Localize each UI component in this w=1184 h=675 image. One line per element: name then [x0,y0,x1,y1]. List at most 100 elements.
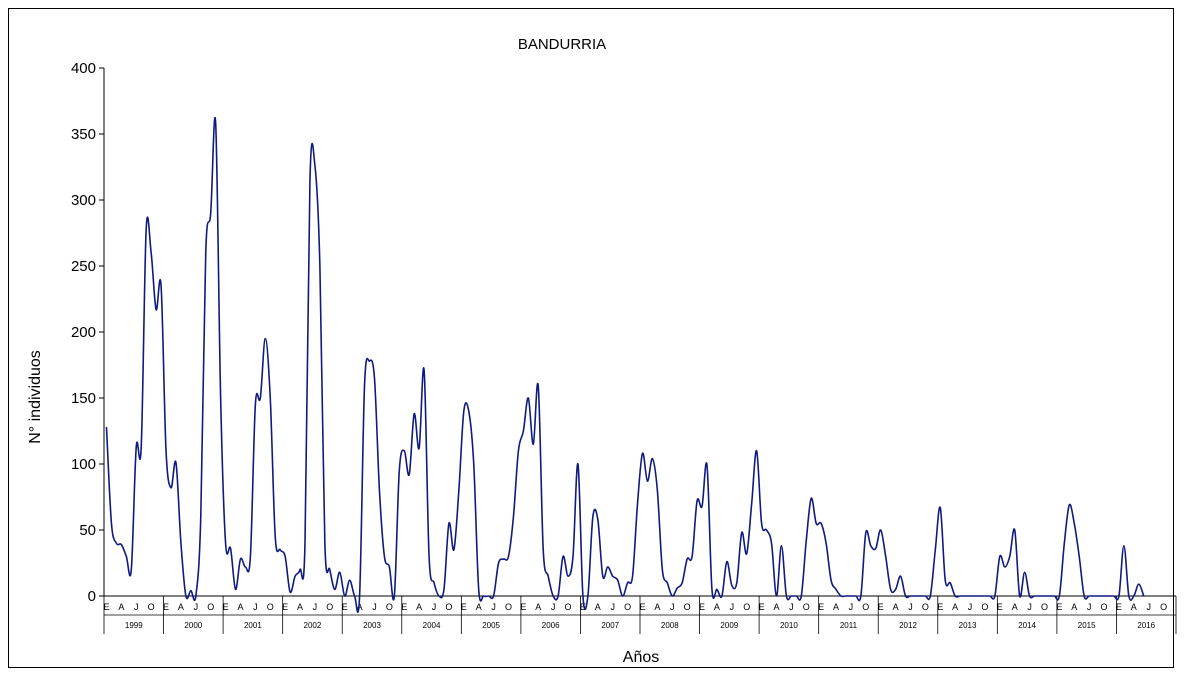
month-tick-label: J [134,602,139,612]
x-axis-label: Años [623,649,659,666]
month-tick-label: J [670,602,675,612]
month-tick-label: E [818,602,824,612]
month-tick-label: E [997,602,1003,612]
month-tick-label: E [461,602,467,612]
year-label: 2010 [780,621,798,630]
month-tick-label: A [952,602,958,612]
month-tick-label: J [1027,602,1032,612]
month-tick-label: O [148,602,155,612]
month-tick-label: J [789,602,794,612]
month-tick-label: E [223,602,229,612]
year-label: 2000 [184,621,202,630]
month-tick-label: A [833,602,839,612]
y-tick-label: 150 [71,390,96,407]
month-tick-label: O [565,602,572,612]
year-label: 2002 [304,621,322,630]
month-tick-label: J [849,602,854,612]
month-tick-label: J [968,602,973,612]
month-tick-label: J [908,602,913,612]
month-tick-label: E [1056,602,1062,612]
month-tick-label: E [937,602,943,612]
month-tick-label: E [163,602,169,612]
month-tick-label: A [476,602,482,612]
month-tick-label: O [505,602,512,612]
year-label: 2015 [1078,621,1096,630]
month-tick-label: J [432,602,437,612]
month-tick-label: A [178,602,184,612]
month-tick-label: O [267,602,274,612]
month-tick-label: A [357,602,363,612]
month-tick-label: E [103,602,109,612]
month-tick-label: J [194,602,199,612]
month-tick-label: O [207,602,214,612]
y-tick-label: 200 [71,324,96,341]
month-tick-label: A [535,602,541,612]
y-tick-label: 250 [71,258,96,275]
month-tick-label: A [1131,602,1137,612]
y-axis: 0 50 100 150 200 250 300 350 400 [71,60,105,605]
month-tick-label: O [1160,602,1167,612]
month-tick-label: E [282,602,288,612]
chart-title: BANDURRIA [518,36,606,53]
month-tick-label: A [416,602,422,612]
year-label: 2006 [542,621,560,630]
month-tick-label: A [654,602,660,612]
year-label: 2007 [601,621,619,630]
month-tick-label: E [759,602,765,612]
y-tick-label: 350 [71,126,96,143]
year-label: 2005 [482,621,500,630]
month-tick-label: J [372,602,377,612]
y-tick-label: 400 [71,60,96,77]
month-tick-label: O [684,602,691,612]
year-label: 2001 [244,621,262,630]
year-label: 2009 [720,621,738,630]
month-tick-label: J [551,602,556,612]
month-tick-label: O [862,602,869,612]
month-tick-label: A [1071,602,1077,612]
month-tick-label: A [714,602,720,612]
month-tick-label: O [326,602,333,612]
y-tick-label: 50 [79,522,96,539]
month-tick-label: J [313,602,318,612]
month-tick-label: O [803,602,810,612]
year-label: 2012 [899,621,917,630]
year-label: 2003 [363,621,381,630]
year-label: 1999 [125,621,143,630]
year-label: 2014 [1018,621,1036,630]
month-tick-label: A [893,602,899,612]
month-tick-label: O [445,602,452,612]
month-tick-label: O [1101,602,1108,612]
month-tick-label: E [342,602,348,612]
chart-frame [8,8,1174,668]
month-tick-label: A [595,602,601,612]
y-tick-label: 100 [71,456,96,473]
month-tick-label: J [730,602,735,612]
year-label: 2013 [959,621,977,630]
month-tick-label: J [491,602,496,612]
month-tick-label: E [580,602,586,612]
year-label: 2016 [1137,621,1155,630]
y-axis-label: N° individuos [27,350,44,444]
month-tick-label: J [1146,602,1151,612]
month-tick-label: J [253,602,258,612]
month-tick-label: A [297,602,303,612]
month-tick-label: O [1041,602,1048,612]
month-tick-label: A [773,602,779,612]
month-tick-label: E [639,602,645,612]
series-line [105,116,1145,614]
y-tick-label: 300 [71,192,96,209]
month-tick-label: O [922,602,929,612]
y-tick-label: 0 [88,588,96,605]
month-tick-label: E [401,602,407,612]
year-label: 2011 [840,621,858,630]
month-tick-label: E [878,602,884,612]
month-tick-label: E [1116,602,1122,612]
month-tick-label: J [610,602,615,612]
month-tick-label: J [1087,602,1092,612]
month-tick-label: O [386,602,393,612]
month-tick-label: O [743,602,750,612]
month-tick-label: E [520,602,526,612]
month-tick-label: O [981,602,988,612]
month-tick-label: E [699,602,705,612]
